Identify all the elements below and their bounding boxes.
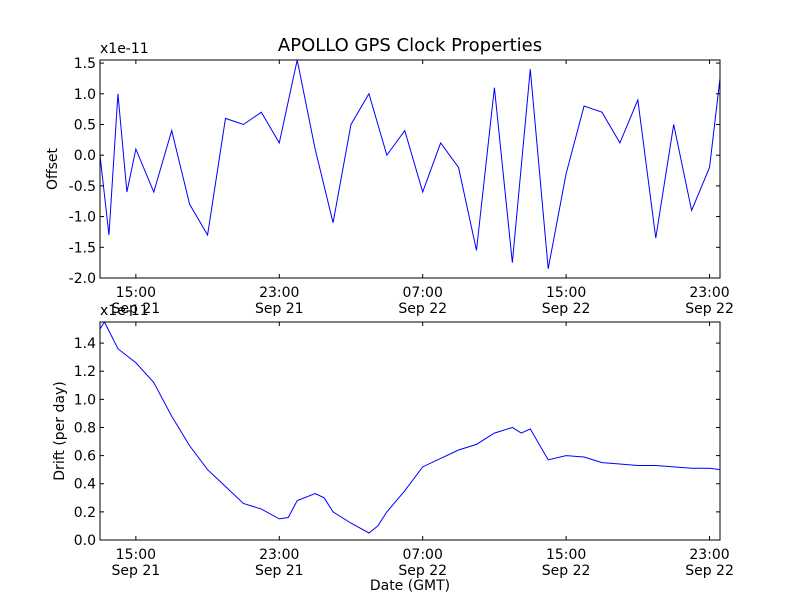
offset-multiplier: x1e-11: [100, 41, 149, 57]
drift-x-tick-date-label: Sep 22: [542, 563, 591, 579]
drift-y-tick-label: 1.2: [74, 364, 96, 380]
drift-y-tick-label: 0.4: [74, 477, 96, 493]
drift-y-tick-label: 0.0: [74, 533, 96, 549]
offset-panel: x1e-11 Offset -2.0 -1.5 -1.0 -0.5 0.0 0.5 1.0 1…: [45, 41, 734, 317]
offset-y-tick-label: 1.5: [74, 56, 96, 72]
offset-x-tick-time-label: 07:00: [403, 285, 443, 301]
drift-x-tick-date-label: Sep 21: [255, 563, 304, 579]
drift-y-tick-label: 0.6: [74, 449, 96, 465]
drift-plot-frame: [99, 321, 721, 541]
drift-y-tick-label: 1.0: [74, 392, 96, 408]
offset-x-tick-date-label: Sep 21: [112, 301, 161, 317]
drift-panel: x1e-11 Drift (per day) 0.0 0.2 0.4 0.6 0.8 1.…: [52, 303, 734, 579]
drift-x-tick-date-label: Sep 22: [685, 563, 734, 579]
drift-y-tick-label: 0.8: [74, 420, 96, 436]
drift-y-axis-label: Drift (per day): [52, 381, 68, 480]
drift-x-tick-date-label: Sep 22: [398, 563, 447, 579]
drift-x-tick-time-label: 15:00: [546, 547, 586, 563]
drift-x-tick-time-label: 07:00: [403, 547, 443, 563]
offset-x-tick-time-label: 15:00: [116, 285, 156, 301]
offset-y-tick-label: -1.0: [69, 210, 96, 226]
offset-y-tick-label: -2.0: [69, 271, 96, 287]
drift-x-tick-date-label: Sep 21: [112, 563, 161, 579]
x-axis-label: Date (GMT): [370, 578, 450, 594]
offset-y-tick-label: 1.0: [74, 87, 96, 103]
chart-title: APOLLO GPS Clock Properties: [278, 35, 542, 56]
offset-x-tick-date-label: Sep 22: [398, 301, 447, 317]
offset-y-tick-label: -1.5: [69, 240, 96, 256]
drift-x-tick-time-label: 15:00: [116, 547, 156, 563]
drift-multiplier: x1e-11: [100, 303, 149, 319]
offset-x-tick-time-label: 23:00: [689, 285, 729, 301]
offset-y-tick-label: 0.0: [74, 148, 96, 164]
drift-y-tick-label: 0.2: [74, 505, 96, 521]
offset-y-tick-label: -0.5: [69, 179, 96, 195]
offset-y-tick-label: 0.5: [74, 117, 96, 133]
offset-x-tick-date-label: Sep 22: [542, 301, 591, 317]
offset-x-tick-date-label: Sep 22: [685, 301, 734, 317]
drift-x-tick-time-label: 23:00: [689, 547, 729, 563]
offset-x-tick-time-label: 15:00: [546, 285, 586, 301]
drift-x-tick-time-label: 23:00: [259, 547, 299, 563]
offset-x-tick-time-label: 23:00: [259, 285, 299, 301]
offset-series-line: [100, 60, 720, 269]
offset-x-tick-date-label: Sep 21: [255, 301, 304, 317]
drift-y-tick-label: 1.4: [74, 336, 96, 352]
drift-series-line: [100, 322, 720, 534]
offset-y-axis-label: Offset: [45, 147, 61, 190]
offset-plot-frame: [99, 59, 721, 279]
